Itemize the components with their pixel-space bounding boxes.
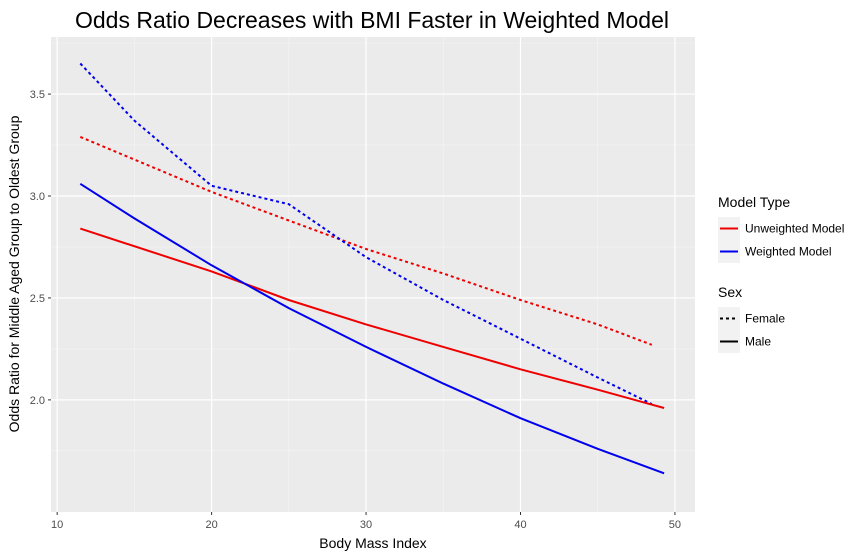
- y-tick-label: 3.5: [30, 89, 45, 101]
- legend-title: Model Type: [718, 194, 790, 210]
- x-tick-label: 50: [669, 519, 681, 531]
- y-tick-label: 2.0: [30, 395, 45, 407]
- y-axis-ticks: 2.0 2.5 3.0 3.5: [30, 89, 51, 407]
- grid-minor: [51, 37, 695, 512]
- series-line-unweighted-model-female: [79, 135, 653, 346]
- y-tick-label: 2.5: [30, 293, 45, 305]
- chart-title: Odds Ratio Decreases with BMI Faster in …: [75, 7, 669, 33]
- x-tick-label: 40: [514, 519, 526, 531]
- legend: Model Type Unweighted Model Weighted Model…: [718, 194, 844, 353]
- x-tick-label: 20: [205, 519, 217, 531]
- x-tick-label: 30: [360, 519, 372, 531]
- series-line-weighted-model-male: [79, 182, 665, 475]
- y-axis-title: Odds Ratio for Middle Aged Group to Olde…: [6, 115, 22, 432]
- grid-major: [51, 37, 695, 512]
- legend-entry-label: Female: [745, 312, 785, 326]
- series-layer: [79, 62, 665, 475]
- plot-panel: [51, 37, 695, 512]
- x-axis-title: Body Mass Index: [319, 535, 426, 551]
- x-axis-ticks: 10 20 30 40 50: [51, 512, 681, 531]
- x-tick-label: 10: [51, 519, 63, 531]
- legend-entry-label: Weighted Model: [745, 245, 832, 259]
- y-tick-label: 3.0: [30, 191, 45, 203]
- legend-entry-label: Male: [745, 335, 771, 349]
- legend-title: Sex: [718, 284, 742, 300]
- series-line-unweighted-model-male: [79, 227, 665, 409]
- legend-entry-label: Unweighted Model: [745, 222, 844, 236]
